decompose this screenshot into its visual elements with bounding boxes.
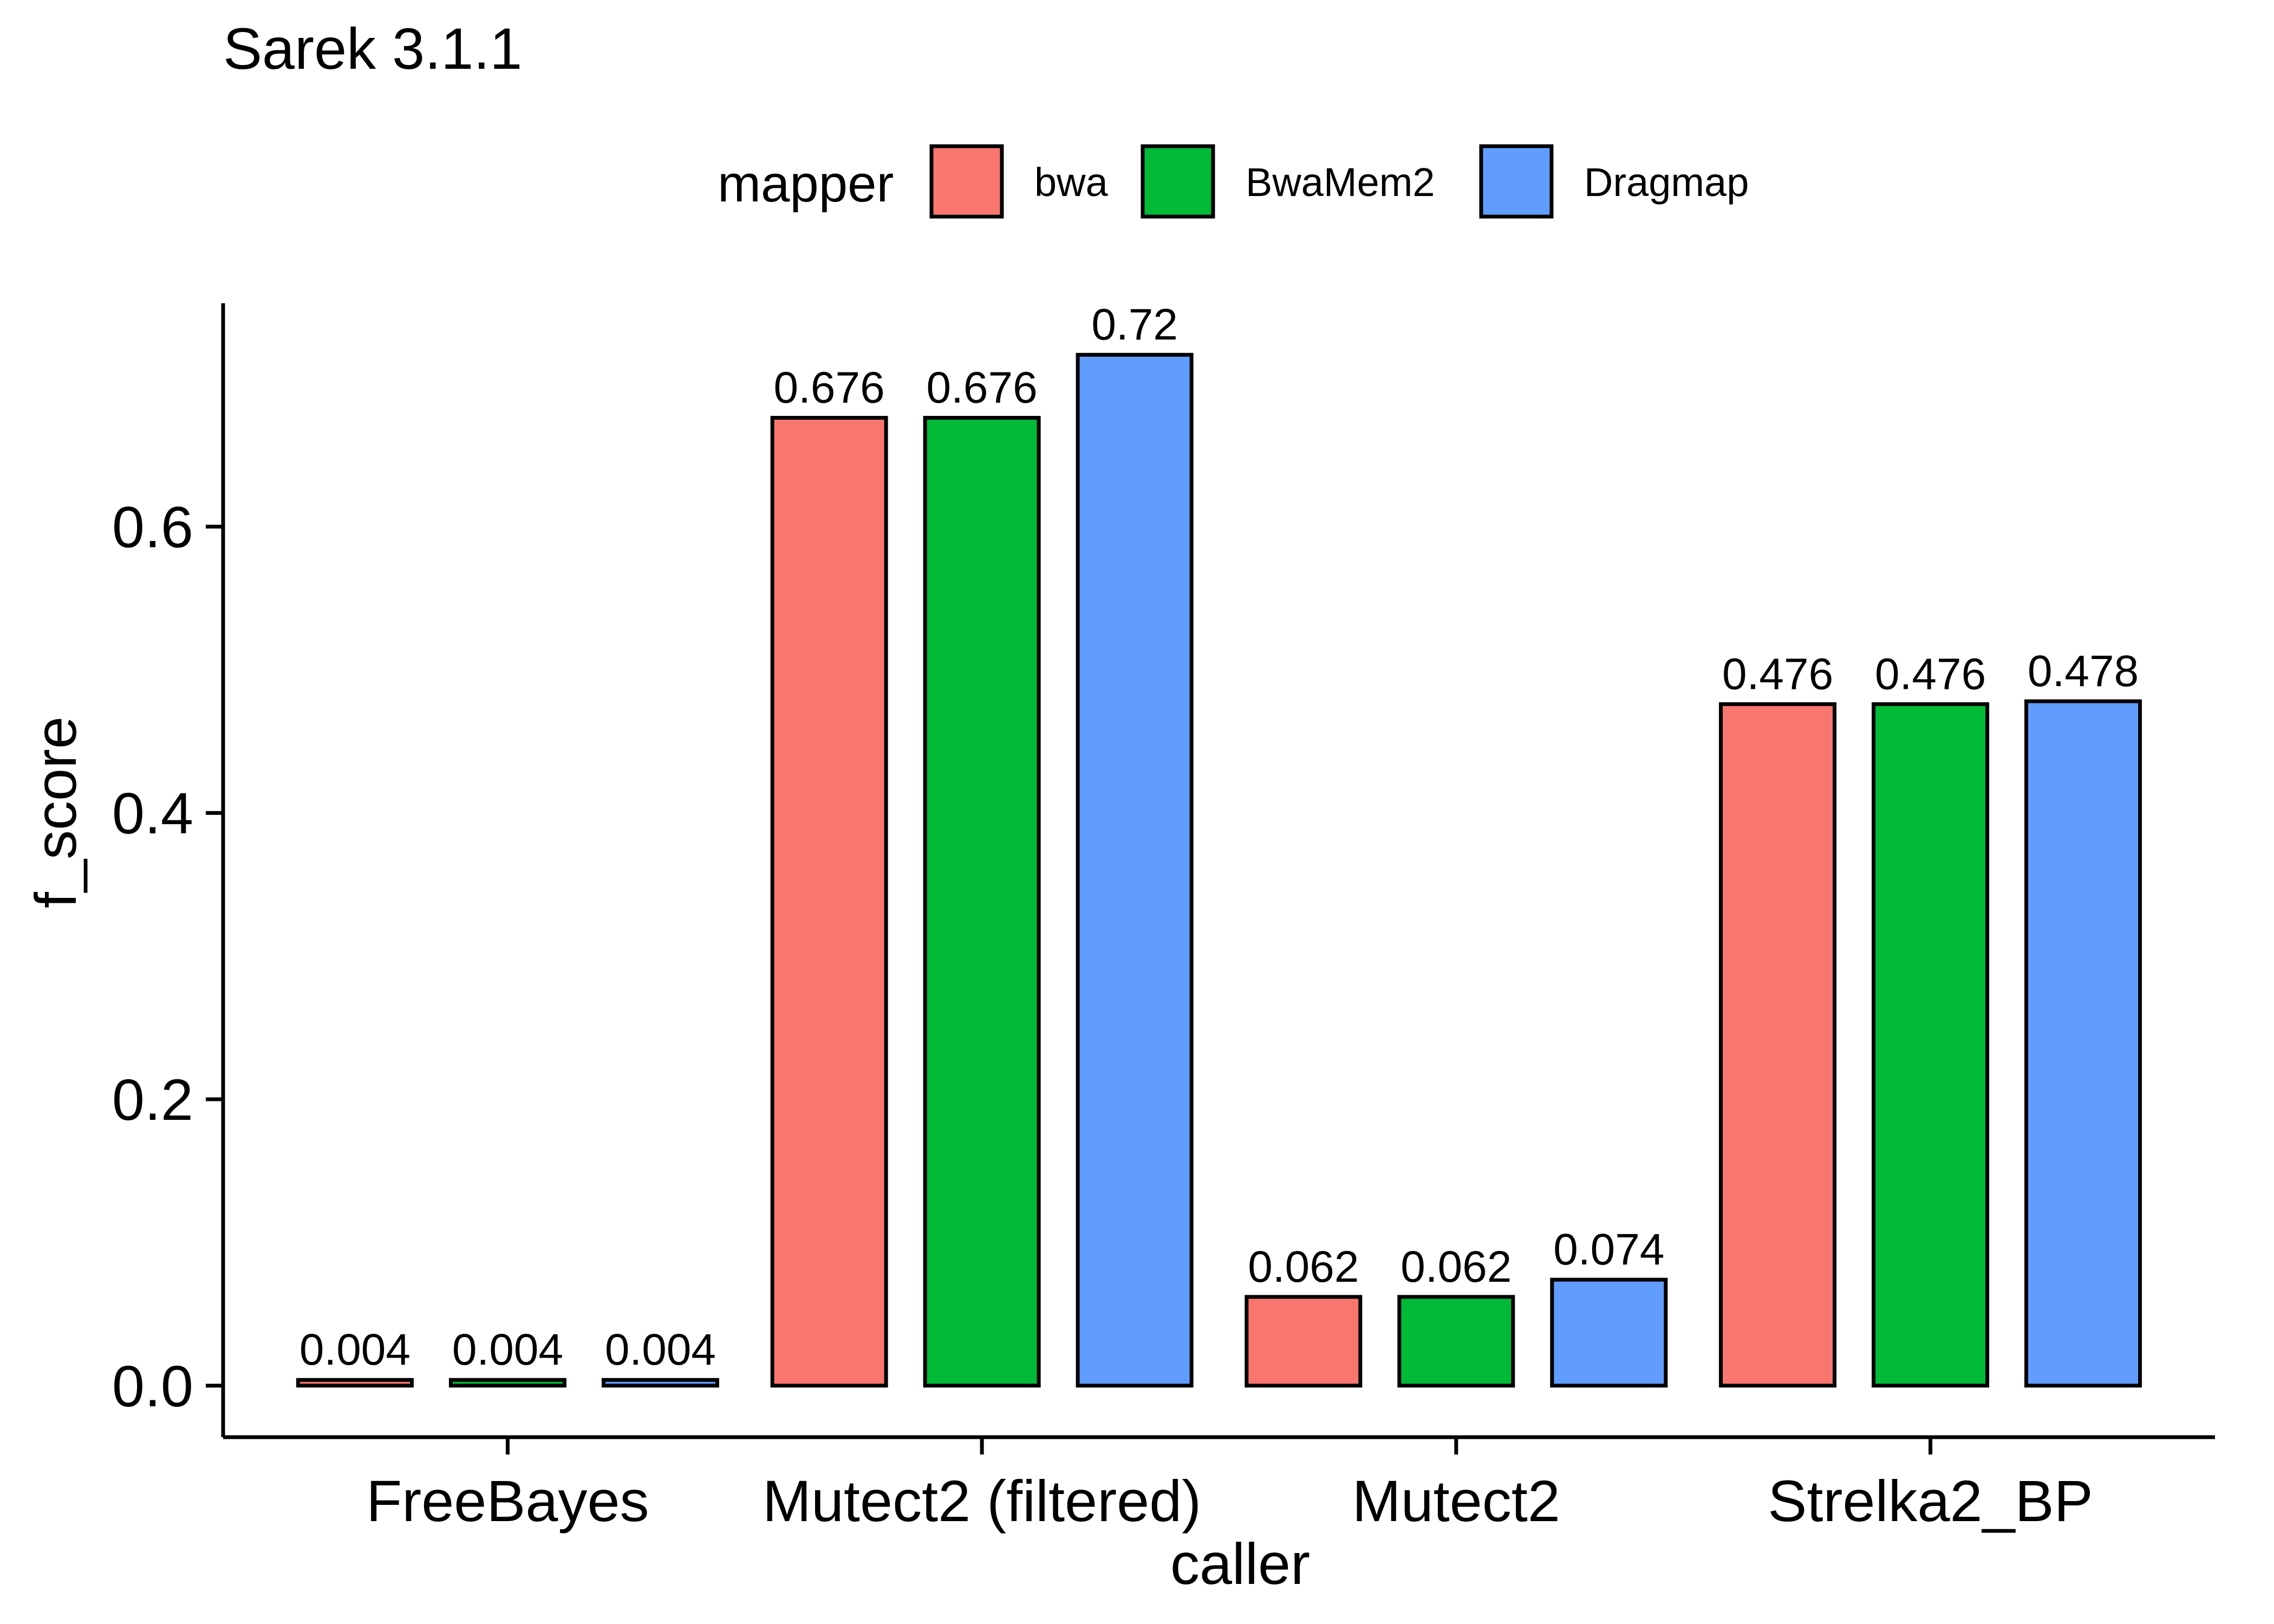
data-label-strelka2-bp-bwamem2: 0.476 [1875, 649, 1986, 699]
y-tick-label: 0.2 [112, 1067, 193, 1132]
data-label-mutect2-bwamem2: 0.062 [1400, 1242, 1511, 1292]
y-tick-label: 0.6 [112, 494, 193, 559]
x-axis-label: caller [1170, 1531, 1310, 1596]
data-label-mutect2-filtered-bwa: 0.676 [774, 363, 885, 413]
bar-freebayes-bwa [296, 1378, 414, 1388]
x-axis: FreeBayes Mutect2 (filtered) Mutect2 Strelk… [223, 1435, 2215, 1534]
bars [296, 353, 2142, 1388]
data-label-mutect2-filtered-dragmap: 0.72 [1091, 300, 1178, 349]
data-label-strelka2-bp-bwa: 0.476 [1722, 649, 1833, 699]
y-axis-label: f_score [23, 716, 88, 908]
y-axis: 0.0 0.2 0.4 0.6 [112, 303, 225, 1437]
x-tick-label-mutect2-filtered: Mutect2 (filtered) [763, 1468, 1201, 1534]
legend-key-bwa [929, 144, 1004, 219]
data-label-mutect2-dragmap: 0.074 [1553, 1225, 1664, 1274]
legend-label-bwamem2: BwaMem2 [1246, 160, 1435, 205]
bar-strelka2-bp-dragmap [2024, 699, 2142, 1388]
data-label-freebayes-bwa: 0.004 [299, 1325, 411, 1374]
legend-key-bwamem2 [1141, 144, 1215, 219]
bar-mutect2-filtered-bwa [770, 416, 888, 1388]
chart-title: Sarek 3.1.1 [223, 16, 522, 81]
x-tick-label-mutect2: Mutect2 [1352, 1468, 1560, 1534]
y-tick-label: 0.0 [112, 1353, 193, 1419]
legend-title: mapper [718, 155, 894, 213]
data-label-freebayes-bwamem2: 0.004 [452, 1325, 563, 1374]
bar-mutect2-dragmap [1550, 1277, 1668, 1388]
bar-strelka2-bp-bwamem2 [1872, 702, 1990, 1388]
bar-mutect2-bwamem2 [1397, 1295, 1515, 1388]
data-label-mutect2-bwa: 0.062 [1248, 1242, 1359, 1292]
legend-key-dragmap [1479, 144, 1554, 219]
x-tick-label-strelka2-bp: Strelka2_BP [1768, 1468, 2093, 1534]
data-label-freebayes-dragmap: 0.004 [605, 1325, 716, 1374]
bar-mutect2-bwa [1244, 1295, 1363, 1388]
legend-label-dragmap: Dragmap [1584, 160, 1749, 205]
bar-strelka2-bp-bwa [1719, 702, 1837, 1388]
legend-label-bwa: bwa [1034, 160, 1109, 205]
x-tick-label-freebayes: FreeBayes [366, 1468, 649, 1534]
y-tick-label: 0.4 [112, 780, 193, 846]
bar-mutect2-filtered-dragmap [1076, 353, 1194, 1388]
bar-mutect2-filtered-bwamem2 [923, 416, 1041, 1388]
legend: mapper bwa BwaMem2 Dragmap [718, 144, 1749, 219]
data-label-mutect2-filtered-bwamem2: 0.676 [927, 363, 1038, 413]
bar-freebayes-bwamem2 [448, 1378, 566, 1388]
bar-value-labels: 0.004 0.004 0.004 0.676 0.676 0.72 0.062 0.062 0… [299, 300, 2139, 1374]
data-label-strelka2-bp-dragmap: 0.478 [2028, 647, 2139, 696]
bar-freebayes-dragmap [601, 1378, 719, 1388]
